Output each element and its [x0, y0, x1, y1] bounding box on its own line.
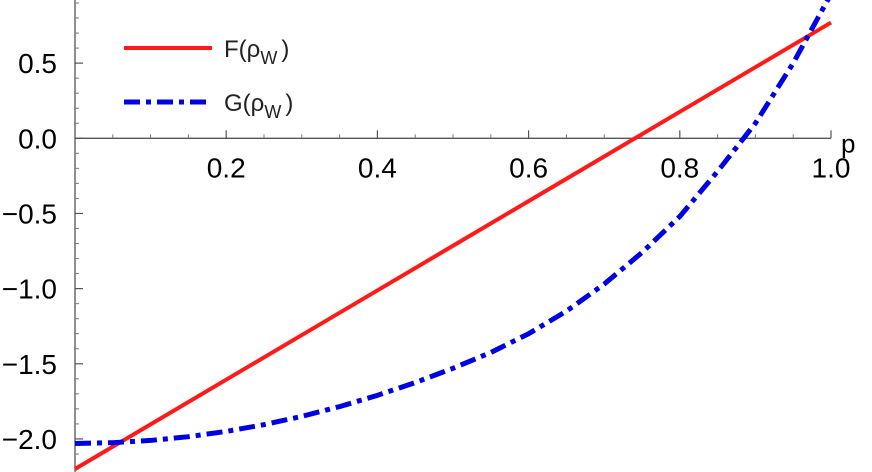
- legend-label-f: F(ρW): [224, 36, 289, 68]
- y-tick-label: −1.5: [2, 349, 57, 380]
- series-line-g: [74, 0, 831, 446]
- x-tick-label: 1.0: [812, 152, 851, 183]
- series-layer: [73, 0, 833, 471]
- legend: F(ρW) G(ρW): [124, 36, 293, 122]
- axes: 0.2 0.4 0.6 0.8 1.0 0.5 0.0 −0.5 −1.0 −1.5 −2.0 p: [2, 0, 855, 472]
- x-tick-label: 0.2: [207, 152, 246, 183]
- series-line-f: [73, 20, 833, 471]
- x-tick-label: 0.6: [509, 152, 548, 183]
- y-tick-label: −1.0: [2, 274, 57, 305]
- y-tick-label: −2.0: [2, 424, 57, 455]
- x-tick-label: 0.4: [358, 152, 397, 183]
- x-axis-label: p: [841, 128, 855, 158]
- y-tick-label: −0.5: [2, 198, 57, 229]
- y-tick-label: 0.5: [18, 48, 57, 79]
- x-tick-label: 0.8: [660, 152, 699, 183]
- y-tick-label: 0.0: [18, 123, 57, 154]
- legend-label-g: G(ρW): [224, 90, 293, 122]
